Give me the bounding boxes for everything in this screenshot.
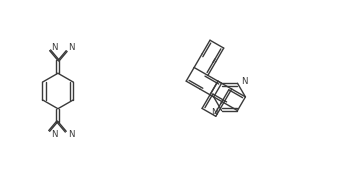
- Text: N: N: [51, 130, 58, 139]
- Text: N: N: [68, 130, 75, 139]
- Text: N: N: [242, 77, 248, 86]
- Text: N: N: [68, 43, 75, 52]
- Text: N: N: [51, 43, 58, 52]
- Text: N: N: [211, 108, 218, 117]
